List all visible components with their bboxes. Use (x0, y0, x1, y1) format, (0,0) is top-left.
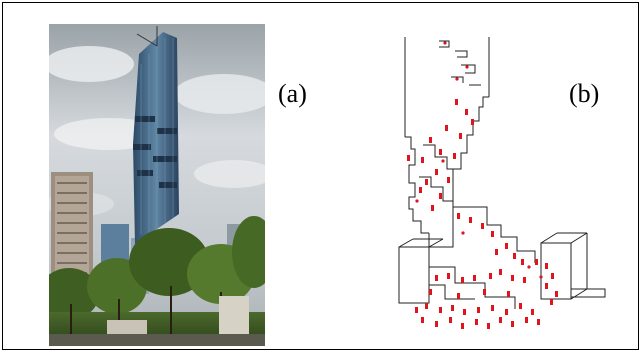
panel-label-b: (b) (569, 79, 600, 108)
tower-line-drawing (398, 37, 606, 329)
panel-label-a: (a) (278, 79, 307, 108)
figure-frame: (a) (2, 2, 639, 350)
skyscraper-photo (49, 24, 265, 346)
